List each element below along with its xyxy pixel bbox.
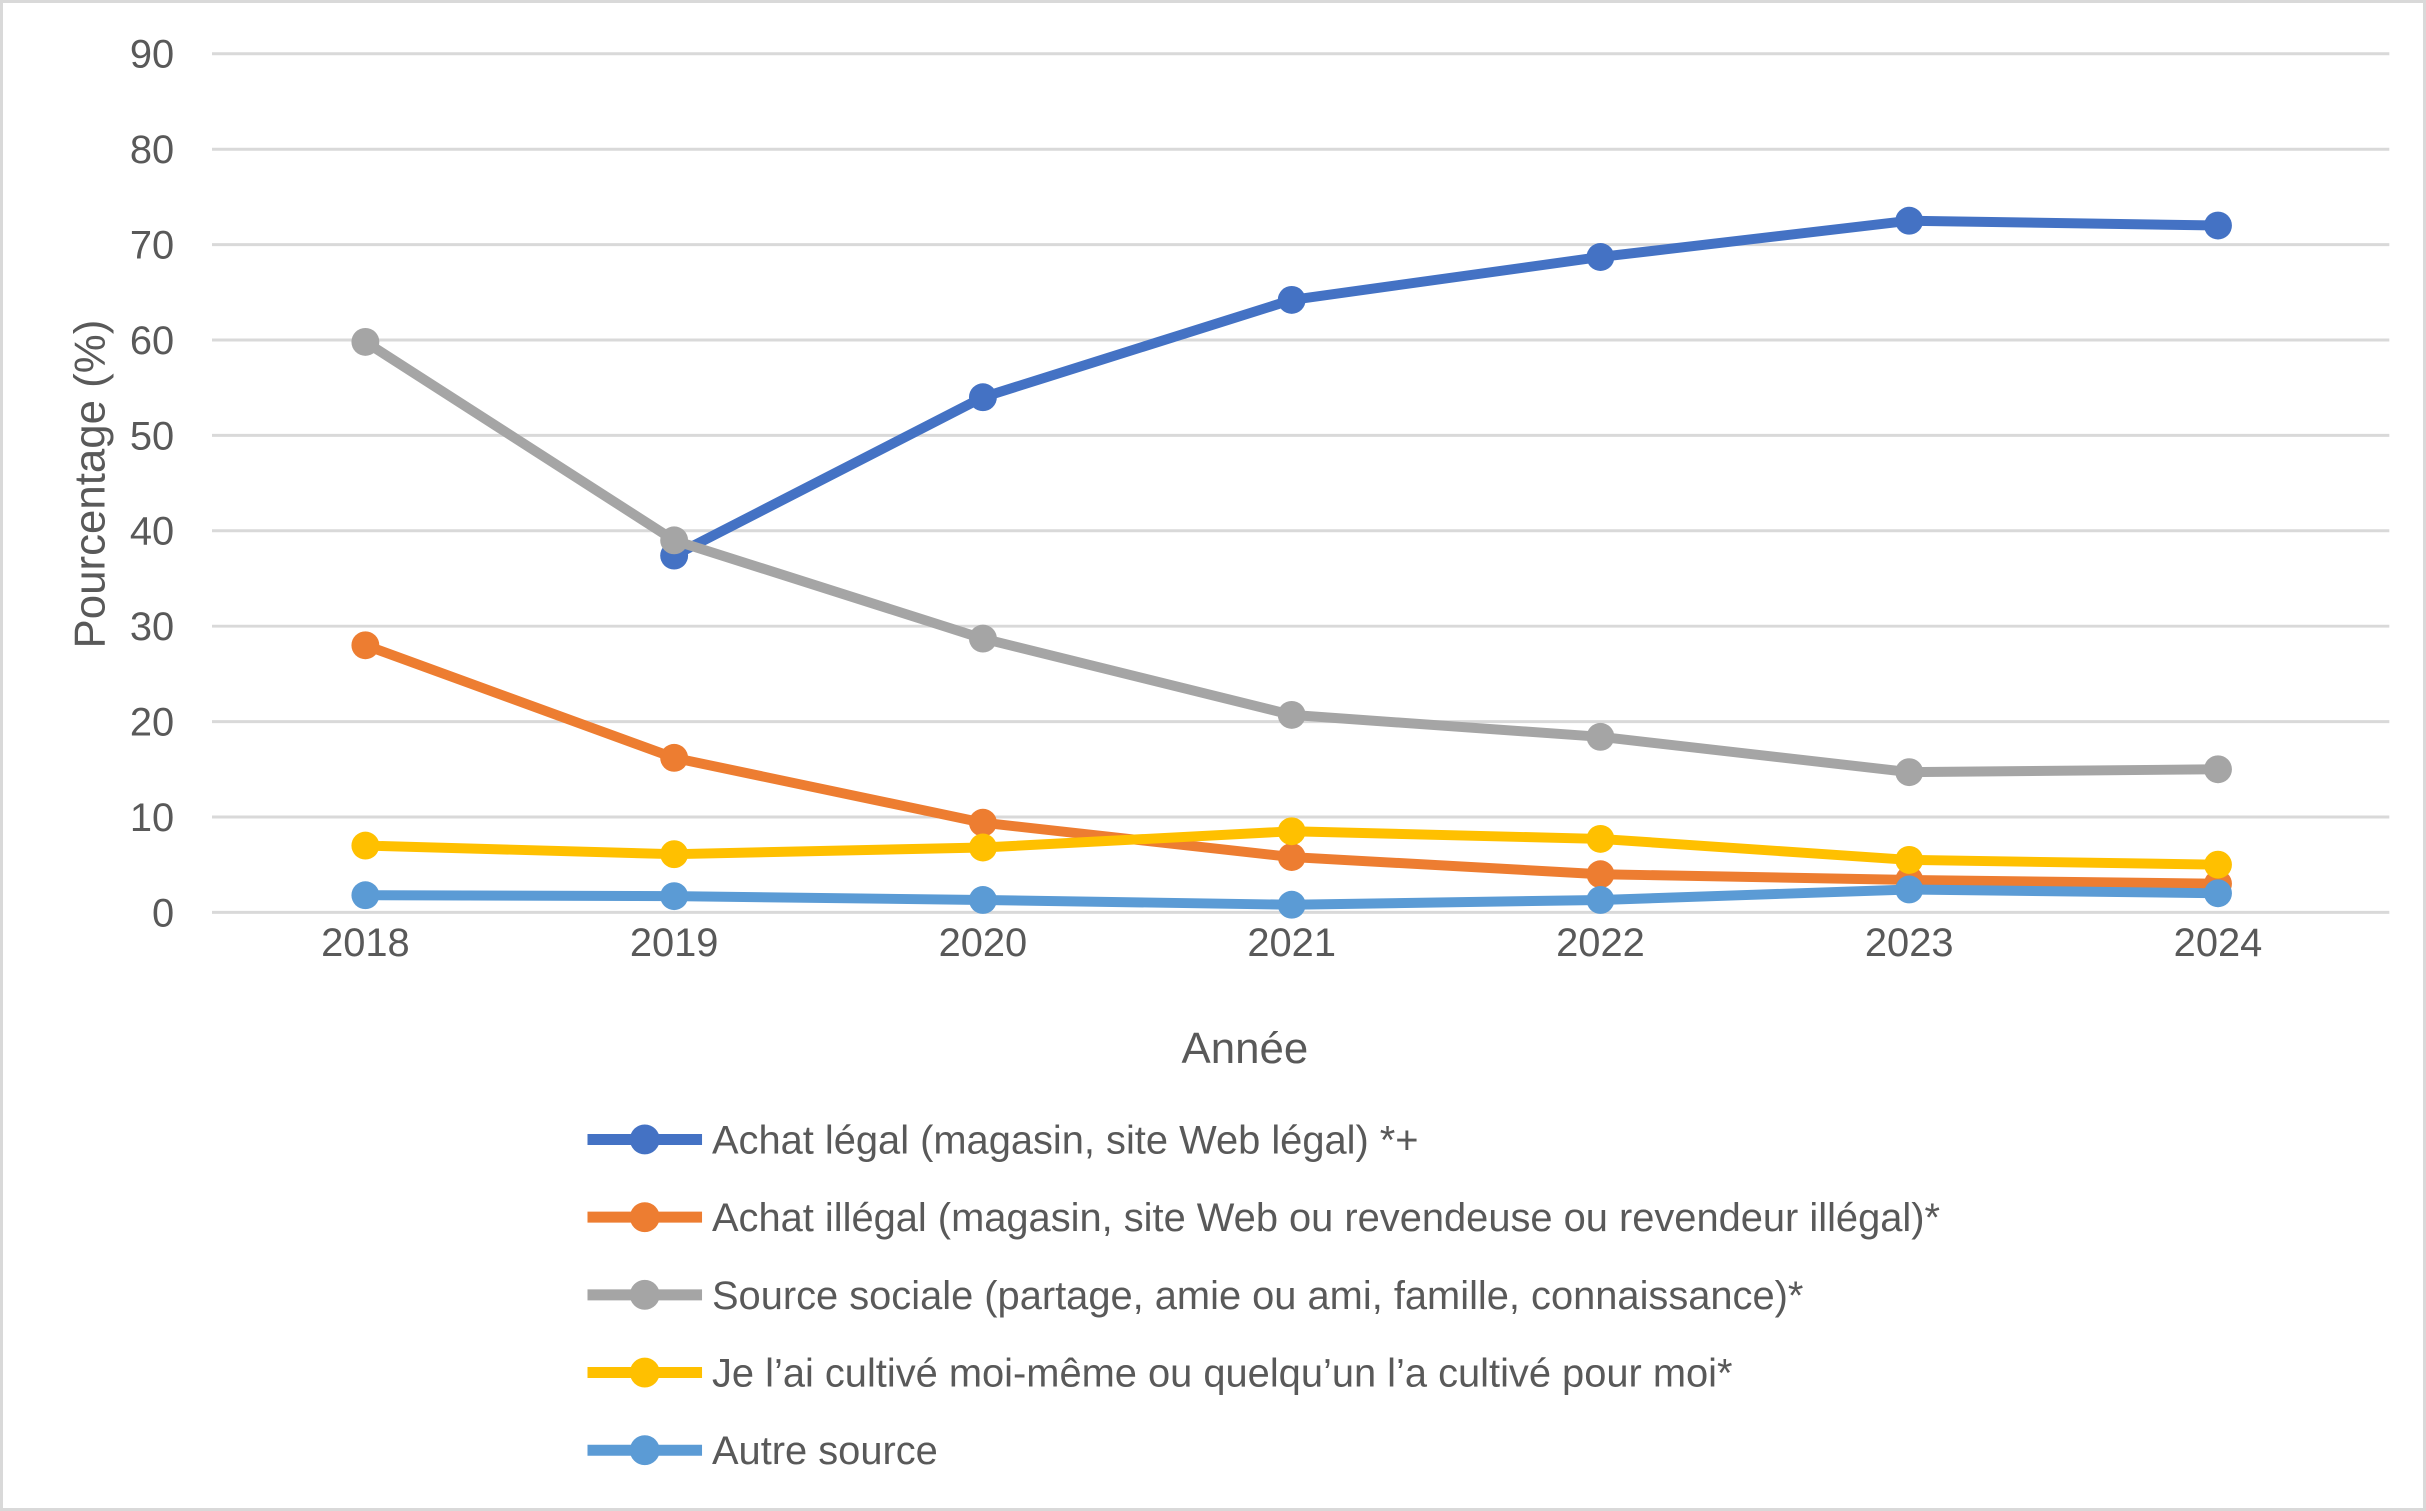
y-tick-label: 60 [130, 319, 174, 363]
data-point-achat-illegal [968, 808, 997, 837]
data-point-cultive-moi-meme [1586, 824, 1615, 853]
data-point-achat-legal [1277, 285, 1306, 314]
y-tick-label: 90 [130, 33, 174, 77]
x-tick-label: 2018 [321, 921, 410, 965]
data-point-achat-illegal [1277, 843, 1306, 871]
legend-marker-dot [629, 1357, 660, 1388]
x-tick-label: 2021 [1247, 921, 1336, 965]
y-tick-label: 0 [152, 891, 174, 935]
data-point-autre-source [2204, 879, 2232, 908]
y-tick-label: 30 [130, 605, 174, 649]
data-point-source-sociale [1586, 722, 1615, 751]
data-point-cultive-moi-meme [1895, 845, 1924, 874]
legend-marker-dot [629, 1435, 660, 1466]
data-point-cultive-moi-meme [660, 840, 689, 869]
data-point-cultive-moi-meme [2204, 850, 2232, 879]
data-point-cultive-moi-meme [351, 831, 380, 860]
legend-item-achat-legal: Achat légal (magasin, site Web légal) *+ [587, 1118, 1419, 1162]
data-point-achat-illegal [1586, 860, 1615, 889]
legend-item-label: Achat légal (magasin, site Web légal) *+ [712, 1118, 1419, 1162]
legend-item-label: Source sociale (partage, amie ou ami, fa… [712, 1274, 1803, 1318]
data-point-autre-source [660, 882, 689, 911]
x-tick-label: 2020 [939, 921, 1028, 965]
data-point-source-sociale [351, 327, 380, 356]
y-tick-label: 70 [130, 224, 174, 268]
x-tick-label: 2023 [1865, 921, 1954, 965]
y-tick-label: 10 [130, 796, 174, 840]
data-point-autre-source [1586, 886, 1615, 914]
data-point-source-sociale [2204, 755, 2232, 784]
x-axis-title: Année [1182, 1024, 1309, 1073]
legend-marker-dot [629, 1202, 660, 1233]
data-point-source-sociale [660, 526, 689, 555]
data-point-autre-source [1895, 875, 1924, 904]
x-tick-label: 2024 [2174, 921, 2263, 965]
data-point-autre-source [1277, 890, 1306, 919]
data-point-cultive-moi-meme [968, 833, 997, 862]
data-point-autre-source [351, 881, 380, 910]
data-point-autre-source [968, 886, 997, 914]
legend-item-source-sociale: Source sociale (partage, amie ou ami, fa… [587, 1274, 1803, 1318]
gridlines [211, 52, 2390, 914]
series-line-achat-legal [669, 215, 2223, 561]
data-point-source-sociale [1277, 700, 1306, 729]
data-point-achat-legal [1895, 206, 1924, 235]
data-point-source-sociale [1895, 758, 1924, 787]
y-axis-tick-labels: 90 80 70 60 50 40 30 20 10 0 [130, 33, 174, 936]
y-tick-label: 40 [130, 510, 174, 554]
data-point-achat-legal [968, 383, 997, 412]
data-point-cultive-moi-meme [1277, 817, 1306, 846]
legend-item-label: Achat illégal (magasin, site Web ou reve… [712, 1196, 1940, 1240]
legend: Achat légal (magasin, site Web légal) *+… [587, 1118, 1940, 1473]
legend-item-autre-source: Autre source [587, 1429, 938, 1473]
data-point-source-sociale [968, 624, 997, 653]
line-chart: 90 80 70 60 50 40 30 20 10 0 2018 2019 2020 2021 2022… [65, 33, 2390, 1473]
y-tick-label: 50 [130, 414, 174, 458]
legend-item-label: Je l’ai cultivé moi-même ou quelqu’un l’… [712, 1351, 1733, 1395]
data-point-achat-legal [2204, 211, 2232, 240]
x-tick-label: 2019 [630, 921, 719, 965]
y-tick-label: 80 [130, 128, 174, 172]
legend-marker-dot [629, 1124, 660, 1155]
x-axis-tick-labels: 2018 2019 2020 2021 2022 2023 2024 [321, 921, 2262, 965]
data-point-achat-legal [1586, 243, 1615, 271]
y-tick-label: 20 [130, 701, 174, 745]
legend-marker-dot [629, 1279, 660, 1310]
legend-item-achat-illegal: Achat illégal (magasin, site Web ou reve… [587, 1196, 1940, 1240]
series-group [351, 206, 2232, 919]
y-axis-title: Pourcentage (%) [65, 320, 114, 649]
legend-item-cultive-moi-meme: Je l’ai cultivé moi-même ou quelqu’un l’… [587, 1351, 1733, 1395]
data-point-achat-illegal [660, 743, 689, 772]
legend-item-label: Autre source [712, 1429, 938, 1473]
x-tick-label: 2022 [1556, 921, 1645, 965]
data-point-achat-illegal [351, 631, 380, 660]
